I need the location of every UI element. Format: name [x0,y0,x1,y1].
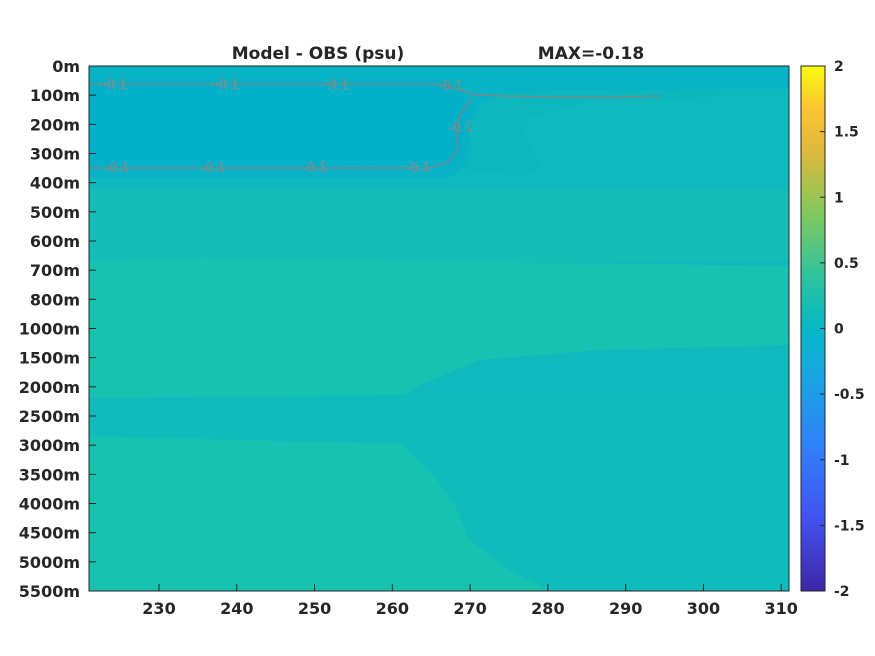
x-axis: 230 240 250 260 270 280 290 300 310 [142,584,798,618]
y-tick-label: 300m [30,145,80,164]
y-axis: 0m 100m 200m 300m 400m 500m 600m 700m 800m 1000m 1… [19,57,96,601]
contour-lines [89,83,661,169]
contour-label-group: -0.1 -0.1 -0.1 -0.1 -0.1 -0.1 -0.1 -0.1 … [102,78,473,176]
heatmap-band-700-1500 [89,258,789,398]
heatmap-field [89,66,789,591]
heatmap-layer-2500 [89,395,789,591]
contour-label-4: -0.1 [438,79,463,94]
y-tick-label: 700m [30,261,80,280]
contour-label-8: -0.1 [405,161,430,176]
x-tick-label: 270 [453,599,486,618]
colorbar-tick-label: -1.5 [834,518,865,534]
y-tick-label: 2000m [19,378,80,397]
heatmap-deep-layer [89,436,550,591]
colorbar-tick-label: -0.5 [834,387,865,403]
colorbar-tick-label: 2 [834,59,844,75]
contour-line-lower [89,97,473,169]
y-tick-label: 800m [30,290,80,309]
y-tick-label: 3500m [19,465,80,484]
y-tick-label: 200m [30,115,80,134]
contour-label-1: -0.1 [102,78,127,93]
x-tick-label: 300 [687,599,720,618]
y-tick-label: 400m [30,174,80,193]
colorbar-tick-label: 1.5 [834,125,859,141]
chart-title: Model - OBS (psu) [232,44,405,64]
y-tick-label: 500m [30,203,80,222]
colorbar-tick-label: 0 [834,322,844,338]
y-tick-label: 5500m [19,582,80,601]
colorbar-tick-label: -1 [834,453,850,469]
colorbar: 2 1.5 1 0.5 0 -0.5 -1 -1.5 -2 [800,59,865,600]
x-tick-label: 280 [531,599,564,618]
y-tick-label: 1000m [19,320,80,339]
x-tick-label: 310 [765,599,798,618]
contour-label-5: -0.1 [104,161,129,176]
contour-label-7: -0.1 [302,161,327,176]
heatmap-transition [89,66,789,176]
colorbar-tick-label: 0.5 [834,256,859,272]
contour-label-2: -0.1 [214,78,239,93]
x-tick-label: 250 [298,599,331,618]
contour-line-upper [89,83,661,98]
x-tick-label: 230 [142,599,175,618]
y-tick-label: 4000m [19,495,80,514]
y-tick-label: 600m [30,232,80,251]
y-tick-label: 100m [30,86,80,105]
heatmap-mid-band [89,190,789,262]
y-tick-label: 1500m [19,349,80,368]
contour-label-6: -0.1 [200,161,225,176]
y-tick-label: 0m [52,57,80,76]
colorbar-tick-label: 1 [834,190,844,206]
y-tick-label: 3000m [19,436,80,455]
y-tick-label: 5000m [19,553,80,572]
colorbar-ticks: 2 1.5 1 0.5 0 -0.5 -1 -1.5 -2 [820,59,865,600]
x-tick-label: 260 [376,599,409,618]
y-tick-label: 2500m [19,407,80,426]
y-tick-label: 4500m [19,524,80,543]
max-annotation: MAX=-0.18 [538,44,644,64]
heatmap-surface-core [89,80,468,168]
contour-label-3: -0.1 [324,78,349,93]
x-tick-label: 290 [609,599,642,618]
x-tick-label: 240 [220,599,253,618]
colorbar-tick-label: -2 [834,584,850,600]
contour-label-9: -0.1 [448,121,473,136]
